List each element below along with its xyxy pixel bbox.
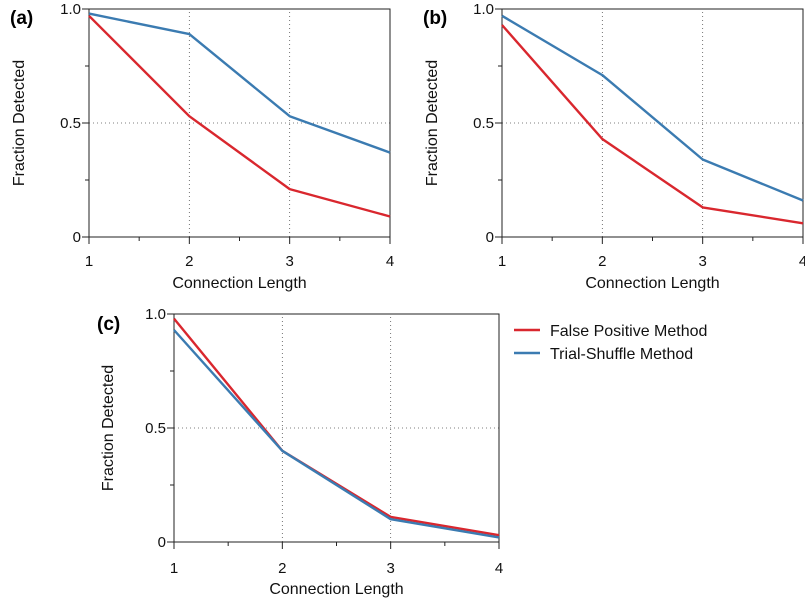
panel-label: (c) <box>97 314 120 335</box>
series-line-trial-shuffle <box>501 14 804 202</box>
panel-b: 1 2 3 4 0 0.5 1.0 Connection Length Fraction Det… <box>423 1 805 292</box>
y-tick-label: 1.0 <box>473 1 494 18</box>
x-tick-label: 4 <box>386 253 394 270</box>
x-tick-label: 2 <box>278 560 286 577</box>
series-line-false-positive <box>88 14 391 218</box>
y-tick-label: 0.5 <box>60 115 81 132</box>
panel-a: 1 2 3 4 0 0.5 1.0 Connection Length Fraction Det… <box>10 1 394 292</box>
x-tick-label: 4 <box>495 560 503 577</box>
x-tick-label: 2 <box>185 253 193 270</box>
plot-frame <box>88 8 391 238</box>
panel-c: 1 2 3 4 0 0.5 1.0 Connection Length Fraction Det… <box>97 306 503 598</box>
y-tick-label: 0 <box>486 229 494 246</box>
panel-label: (a) <box>10 8 33 29</box>
legend-label-trial-shuffle: Trial-Shuffle Method <box>550 346 693 363</box>
legend: False Positive Method Trial-Shuffle Meth… <box>514 323 707 363</box>
x-tick-label: 4 <box>799 253 805 270</box>
x-tick-label: 3 <box>386 560 394 577</box>
y-tick-label: 0.5 <box>473 115 494 132</box>
x-tick-label: 2 <box>598 253 606 270</box>
x-tick-label: 1 <box>170 560 178 577</box>
x-tick-label: 1 <box>85 253 93 270</box>
panel-label: (b) <box>423 8 447 29</box>
series-line-trial-shuffle <box>173 329 500 539</box>
x-axis-label: Connection Length <box>585 275 719 292</box>
x-tick-label: 3 <box>285 253 293 270</box>
y-axis-label: Fraction Detected <box>11 60 28 186</box>
x-axis-label: Connection Length <box>172 275 306 292</box>
y-axis-label: Fraction Detected <box>424 60 441 186</box>
legend-label-false-positive: False Positive Method <box>550 323 707 340</box>
series-line-false-positive <box>173 317 500 537</box>
x-tick-label: 3 <box>698 253 706 270</box>
y-tick-label: 0 <box>73 229 81 246</box>
y-tick-label: 0.5 <box>145 420 166 437</box>
series-line-trial-shuffle <box>88 12 391 154</box>
y-tick-label: 1.0 <box>145 306 166 323</box>
x-axis-label: Connection Length <box>269 581 403 598</box>
series-line-false-positive <box>501 24 804 225</box>
y-axis-label: Fraction Detected <box>100 365 117 491</box>
y-tick-label: 1.0 <box>60 1 81 18</box>
x-tick-label: 1 <box>498 253 506 270</box>
y-tick-label: 0 <box>158 534 166 551</box>
